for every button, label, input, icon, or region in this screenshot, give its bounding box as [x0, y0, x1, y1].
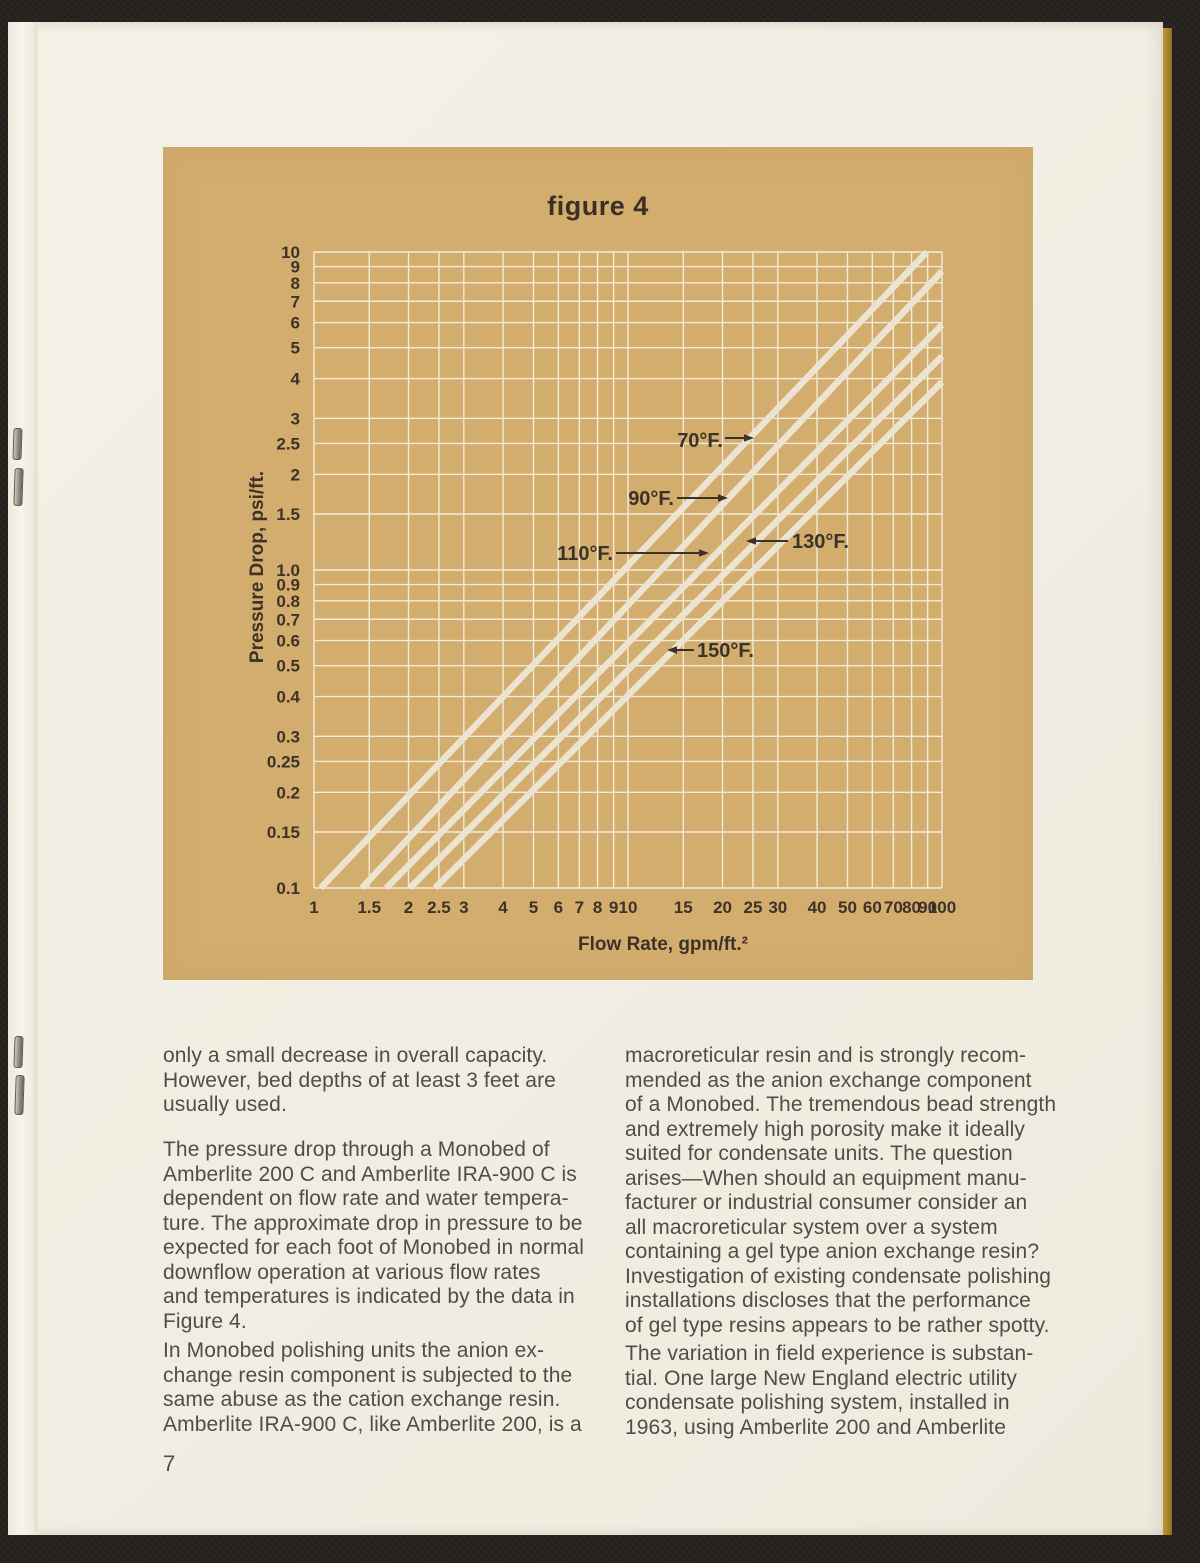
figure-panel: figure 4 1 1.5 2 2.5 3 4 5 6 7 8 9 10 15 20 25 30 40 50 60… [163, 147, 1033, 980]
x-tick-label: 7 [575, 898, 584, 917]
x-tick-label: 100 [928, 898, 956, 917]
series-label-arrowhead [744, 434, 754, 442]
series-label: 150°F. [697, 640, 754, 662]
y-tick-label: 1.5 [276, 505, 300, 524]
x-tick-label: 8 [593, 898, 602, 917]
x-tick-label: 10 [619, 898, 638, 917]
y-tick-label: 0.7 [276, 610, 300, 629]
series-label-arrowhead [667, 646, 677, 654]
x-tick-label: 3 [459, 898, 468, 917]
y-tick-label: 2.5 [276, 434, 300, 453]
y-tick-label: 0.3 [276, 727, 300, 746]
y-tick-label: 0.4 [276, 688, 300, 707]
y-tick-label: 5 [291, 339, 300, 358]
y-tick-label: 0.6 [276, 632, 300, 651]
y-tick-label: 0.15 [267, 823, 300, 842]
staple-prong [13, 1035, 24, 1069]
x-tick-label: 9 [609, 898, 618, 917]
y-tick-label: 0.5 [276, 657, 300, 676]
x-tick-label: 80 [902, 898, 921, 917]
x-tick-label: 20 [713, 898, 732, 917]
document-page: figure 4 1 1.5 2 2.5 3 4 5 6 7 8 9 10 15 20 25 30 40 50 60… [8, 22, 1163, 1535]
x-tick-label: 15 [674, 898, 693, 917]
x-tick-label: 30 [768, 898, 787, 917]
y-tick-label: 4 [291, 370, 301, 389]
y-tick-label: 0.9 [276, 576, 300, 595]
staple-prong [14, 1074, 25, 1116]
y-axis-title: Pressure Drop, psi/ft. [247, 471, 268, 663]
series-line-90f [359, 269, 945, 891]
x-tick-label: 60 [863, 898, 882, 917]
y-tick-label: 8 [291, 274, 300, 293]
series-label-arrowhead [718, 494, 728, 502]
page-number: 7 [163, 1451, 176, 1476]
x-tick-label: 4 [498, 898, 508, 917]
y-tick-label: 2 [291, 465, 300, 484]
x-tick-label: 1 [309, 898, 318, 917]
y-tick-label: 6 [291, 314, 300, 333]
paragraph: The variation in field experience is sub… [625, 1342, 1034, 1439]
series-label-arrowhead [746, 537, 756, 545]
paragraph: The pressure drop through a Monobed of A… [163, 1138, 585, 1333]
x-tick-label: 70 [884, 898, 903, 917]
x-tick-label: 90 [918, 898, 937, 917]
staple-bottom [12, 1035, 25, 1132]
y-tick-label: 0.2 [276, 783, 300, 802]
y-tick-label: 0.25 [267, 752, 300, 771]
paragraph: only a small decrease in overall capacit… [163, 1044, 556, 1116]
x-tick-label: 6 [554, 898, 563, 917]
series-label: 110°F. [557, 543, 613, 565]
series-line-110f [384, 322, 945, 891]
series-label: 130°F. [792, 531, 849, 553]
x-tick-label: 1.5 [357, 898, 381, 917]
y-tick-label: 0.8 [276, 592, 300, 611]
x-tick-label: 2.5 [427, 898, 451, 917]
paragraph: In Monobed polishing units the anion ex-… [163, 1339, 582, 1436]
spine-fold [8, 22, 38, 1535]
y-tick-label: 7 [291, 292, 300, 311]
x-tick-label: 40 [808, 898, 827, 917]
staple-prong [12, 427, 23, 461]
staple-top [12, 427, 24, 524]
x-tick-label: 50 [838, 898, 857, 917]
figure-title: figure 4 [547, 191, 649, 221]
x-tick-label: 25 [743, 898, 762, 917]
paragraph: macroreticular resin and is strongly rec… [625, 1044, 1057, 1337]
series-line-150f [432, 379, 945, 891]
x-tick-label: 5 [529, 898, 538, 917]
x-tick-label: 2 [404, 898, 413, 917]
series-label: 90°F. [628, 488, 674, 510]
x-axis-title: Flow Rate, gpm/ft.² [578, 934, 748, 955]
staple-prong [13, 467, 24, 507]
y-tick-label: 3 [291, 409, 300, 428]
y-tick-label: 9 [291, 258, 300, 277]
series-label: 70°F. [677, 430, 723, 452]
y-tick-label: 1.0 [276, 561, 300, 580]
series-line-70f [318, 249, 930, 891]
y-tick-label: 0.1 [276, 879, 300, 898]
pressure-drop-vs-flow-rate-chart: 1 1.5 2 2.5 3 4 5 6 7 8 9 10 15 20 25 30 40 50 60 70 8090100… [247, 243, 956, 955]
series-label-arrowhead [699, 549, 709, 557]
series-line-130f [407, 353, 945, 891]
y-tick-label: 10 [281, 243, 300, 262]
